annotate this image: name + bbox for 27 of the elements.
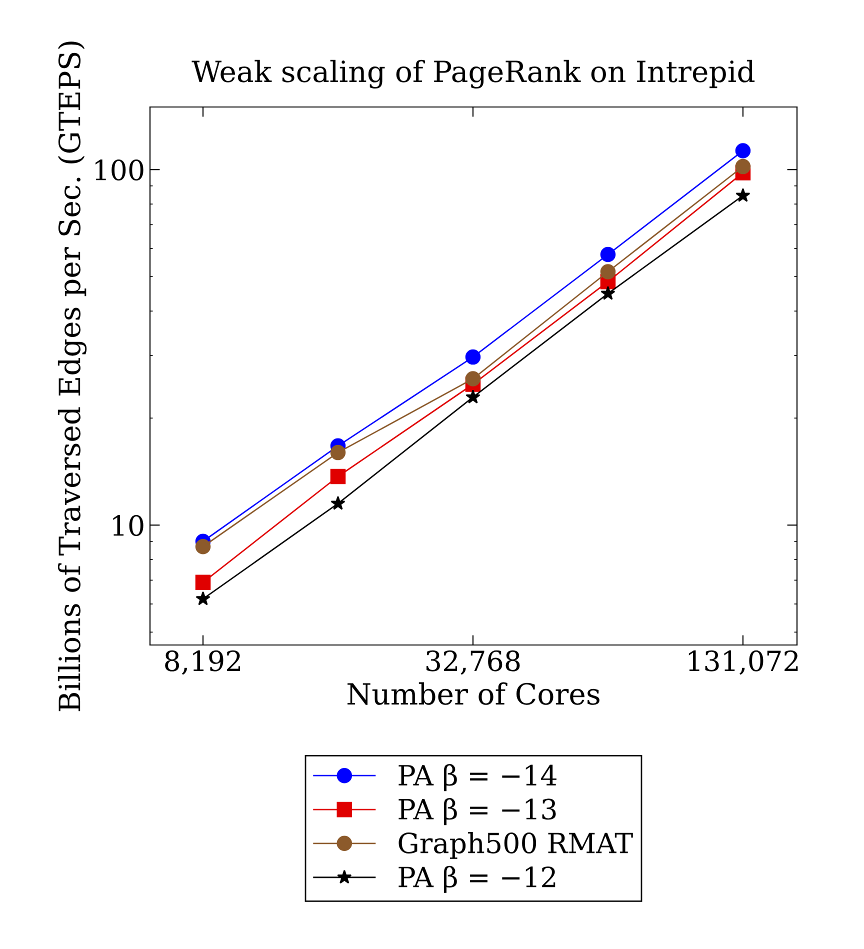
x-tick-label: 131,072 [688,650,798,675]
y-tick-label: 100 [96,160,144,181]
x-tick-label: 32,768 [426,650,520,675]
point [600,246,616,262]
point [330,444,346,460]
point [600,264,616,280]
point [330,468,346,484]
point [330,496,346,510]
point [195,574,211,590]
chart-title: Weak scaling of PageRank on Intrepid [192,60,755,88]
point [600,286,616,300]
point [735,158,751,174]
point [466,390,480,404]
point [465,371,481,386]
point [736,188,750,202]
point [195,538,211,554]
y-tick-label: 10 [113,515,144,536]
legend-label: Graph500 RMAT [398,832,633,859]
point [735,143,751,158]
legend-label: PA β = −12 [398,866,556,893]
y-axis-title: Billions of Traversed Edges per Sec. (GTEPS) [58,42,87,712]
x-tick-label: 8,192 [165,650,240,675]
legend-label: PA β = −13 [398,798,556,826]
point [465,349,481,365]
legend-label: PA β = −14 [398,764,556,792]
x-axis-title: Number of Cores [348,682,600,705]
point [196,591,210,606]
